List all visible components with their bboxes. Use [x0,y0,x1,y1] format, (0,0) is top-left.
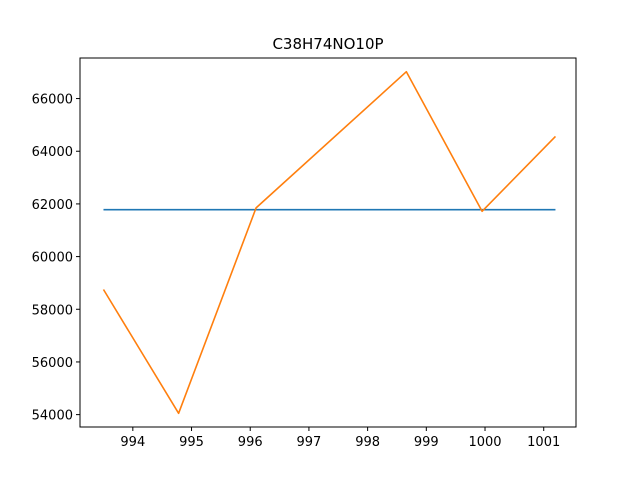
chart-title: C38H74NO10P [272,35,383,53]
y-axis: 54000 56000 58000 60000 62000 64000 66000 [32,93,80,424]
series-layer [102,70,557,415]
y-tick-label: 62000 [32,198,73,213]
x-tick-label: 997 [297,435,322,450]
x-tick-label: 998 [355,435,380,450]
x-tick-label: 999 [414,435,439,450]
y-tick-label: 64000 [32,145,73,160]
y-tick-label: 60000 [32,251,73,266]
x-tick-label: 1000 [468,435,501,450]
plot-area [79,57,577,428]
x-tick-label: 995 [179,435,204,450]
y-tick-label: 56000 [32,356,73,371]
y-tick-label: 58000 [32,303,73,318]
x-tick-label: 996 [238,435,263,450]
x-axis: 994 995 996 997 998 999 1000 1001 [120,427,560,450]
y-tick-label: 66000 [32,93,73,108]
x-tick-label: 1001 [527,435,560,450]
series-line-1 [102,70,557,415]
x-tick-label: 994 [120,435,145,450]
y-tick-label: 54000 [32,409,73,424]
